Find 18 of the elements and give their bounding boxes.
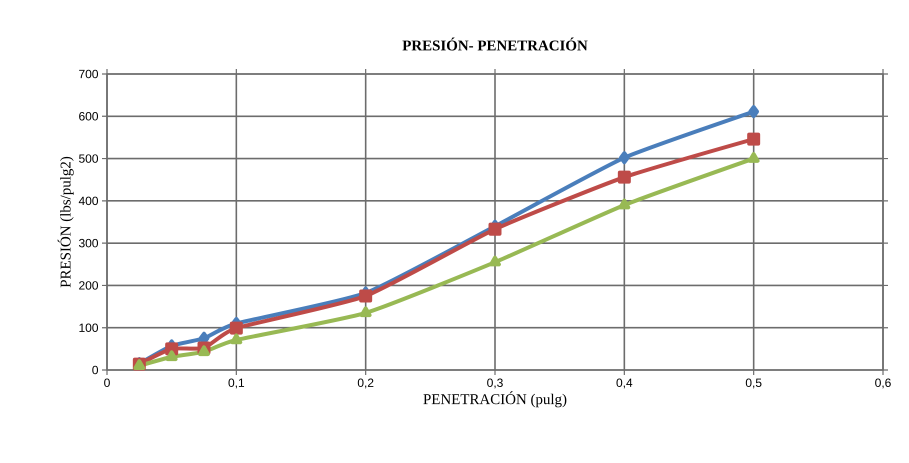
y-tick-label: 500 [79,154,98,163]
y-tick-label: 300 [78,238,98,248]
y-tick-label: 0 [92,366,98,374]
y-tick-label: 400 [78,196,98,206]
y-tick-label: 600 [79,112,98,121]
x-tick-label: 0 [104,378,110,387]
x-tick-label: 0,2 [358,378,374,388]
x-tick-label: 0,3 [487,378,503,388]
x-axis-title: PENETRACIÓN (pulg) [423,391,566,408]
x-tick-label: 0,6 [875,378,891,388]
y-tick-label: 100 [79,323,98,332]
chart-title: PRESIÓN- PENETRACIÓN [402,38,588,50]
x-tick-label: 0,1 [228,378,244,388]
x-tick-label: 0,4 [616,378,632,388]
y-tick-label: 700 [79,70,98,78]
x-tick-label: 0,5 [746,378,762,388]
y-axis-title: PRESIÓN (lbs/pulg2) [58,156,74,288]
y-tick-label: 200 [79,281,98,290]
